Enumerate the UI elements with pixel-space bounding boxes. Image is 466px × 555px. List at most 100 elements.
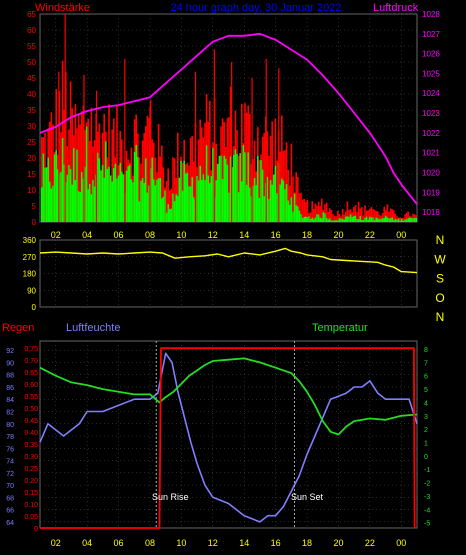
wind-avg-bar-98 <box>197 180 200 222</box>
wind-tick-0: 0 <box>32 218 37 227</box>
wind-gust-bar-202 <box>364 205 366 222</box>
wind-avg-bar-77 <box>164 190 166 222</box>
wind-avg-bar-53 <box>125 170 128 222</box>
wind-avg-bar-47 <box>116 178 118 222</box>
rain-tick-0: 0 <box>34 526 38 533</box>
wind-gust-bar-165 <box>305 202 307 222</box>
wind-avg-bar-36 <box>98 158 101 222</box>
wind-gust-bar-226 <box>402 218 405 222</box>
wind-gust-bar-67 <box>148 117 150 222</box>
wind-gust-bar-169 <box>311 201 313 222</box>
wind-gust-bar-188 <box>341 208 344 222</box>
wind-avg-bar-80 <box>169 209 171 222</box>
humidity-tick-6: 76 <box>6 446 14 453</box>
wind-avg-bar-210 <box>377 218 379 222</box>
wind-avg-bar-4 <box>47 157 49 222</box>
wind-avg-bar-97 <box>196 175 198 222</box>
wind-avg-bar-215 <box>385 215 387 222</box>
wind-avg-bar-0 <box>41 187 43 222</box>
wind-avg-bar-82 <box>172 193 174 222</box>
wind-gust-bar-33 <box>93 140 96 222</box>
wind-gust-bar-85 <box>177 132 179 222</box>
direction-tick-4: 360 <box>23 236 37 245</box>
wind-avg-bar-203 <box>365 216 368 222</box>
humidity-tick-7: 78 <box>6 434 14 441</box>
wind-avg-bar-212 <box>380 218 382 222</box>
sunset-label: Sun Set <box>291 492 324 502</box>
wind-gust-bar-229 <box>407 211 409 222</box>
wind-avg-bar-40 <box>105 141 107 222</box>
wind-avg-bar-50 <box>121 171 123 222</box>
wind-gust-bar-104 <box>207 121 209 222</box>
wind-gust-bar-130 <box>249 114 251 222</box>
wind-avg-bar-116 <box>226 164 229 222</box>
rain-tick-13: 0.65 <box>24 370 38 377</box>
wind-avg-bar-99 <box>199 165 201 222</box>
wind-avg-bar-149 <box>279 184 281 222</box>
x-tick-top-4: 10 <box>176 230 186 240</box>
wind-gust-bar-118 <box>229 86 232 222</box>
wind-avg-bar-22 <box>76 149 78 222</box>
wind-gust-bar-154 <box>287 169 289 222</box>
wind-gust-bar-113 <box>221 118 224 222</box>
wind-gust-bar-139 <box>263 133 265 222</box>
wind-avg-bar-72 <box>156 179 158 222</box>
rain-tick-6: 0.30 <box>24 454 38 461</box>
wind-avg-bar-227 <box>404 219 406 222</box>
wind-avg-bar-170 <box>313 219 315 222</box>
temperature-tick-3: -2 <box>424 481 430 488</box>
x-tick-top-7: 16 <box>271 230 281 240</box>
temperature-axis-label: Temperatur <box>312 322 368 334</box>
wind-avg-bar-173 <box>317 214 320 222</box>
wind-avg-bar-5 <box>49 181 51 222</box>
wind-avg-bar-19 <box>71 184 73 222</box>
wind-avg-bar-211 <box>378 219 381 222</box>
wind-avg-bar-194 <box>351 217 353 222</box>
wind-avg-bar-131 <box>250 196 253 222</box>
wind-avg-bar-189 <box>343 219 345 222</box>
wind-avg-bar-142 <box>268 199 270 222</box>
wind-avg-bar-73 <box>157 178 160 222</box>
wind-avg-bar-201 <box>362 220 365 222</box>
wind-gust-bar-166 <box>306 199 309 222</box>
compass-label-2: S <box>436 272 444 286</box>
wind-avg-bar-83 <box>173 201 176 222</box>
wind-avg-bar-84 <box>175 194 177 222</box>
compass-label-1: W <box>434 252 446 266</box>
pressure-tick-3: 1021 <box>422 149 440 158</box>
wind-avg-bar-185 <box>337 220 339 222</box>
wind-avg-bar-206 <box>370 217 373 222</box>
wind-avg-bar-167 <box>308 216 310 222</box>
wind-avg-bar-231 <box>410 218 413 222</box>
wind-gust-bar-150 <box>281 115 283 222</box>
wind-gust-bar-173 <box>317 201 320 222</box>
wind-gust-bar-163 <box>301 199 304 222</box>
wind-avg-bar-171 <box>314 217 317 222</box>
wind-gust-bar-177 <box>324 204 326 222</box>
wind-avg-bar-79 <box>167 204 169 222</box>
wind-avg-bar-141 <box>266 176 269 222</box>
pressure-tick-6: 1024 <box>422 89 440 98</box>
wind-avg-bar-216 <box>386 217 389 222</box>
wind-avg-bar-191 <box>346 216 349 222</box>
pressure-tick-5: 1023 <box>422 109 440 118</box>
wind-gust-bar-178 <box>325 202 328 222</box>
wind-avg-bar-197 <box>356 218 358 222</box>
humidity-tick-8: 80 <box>6 422 14 429</box>
rain-tick-9: 0.45 <box>24 418 38 425</box>
x-tick-top-10: 22 <box>365 230 375 240</box>
wind-gust-bar-19 <box>71 108 73 222</box>
humidity-tick-4: 72 <box>6 471 14 478</box>
wind-avg-bar-94 <box>191 177 193 222</box>
humidity-temperature-panel <box>39 340 418 529</box>
wind-gust-bar-216 <box>386 204 389 222</box>
wind-avg-bar-208 <box>373 220 376 222</box>
wind-avg-bar-28 <box>85 126 88 222</box>
rain-axis-label: Regen <box>2 322 34 334</box>
wind-avg-bar-20 <box>73 148 75 222</box>
wind-avg-bar-115 <box>225 158 227 222</box>
wind-avg-bar-202 <box>364 218 366 222</box>
rain-tick-14: 0.70 <box>24 358 38 365</box>
wind-avg-bar-188 <box>341 218 344 222</box>
wind-avg-bar-198 <box>357 219 360 222</box>
